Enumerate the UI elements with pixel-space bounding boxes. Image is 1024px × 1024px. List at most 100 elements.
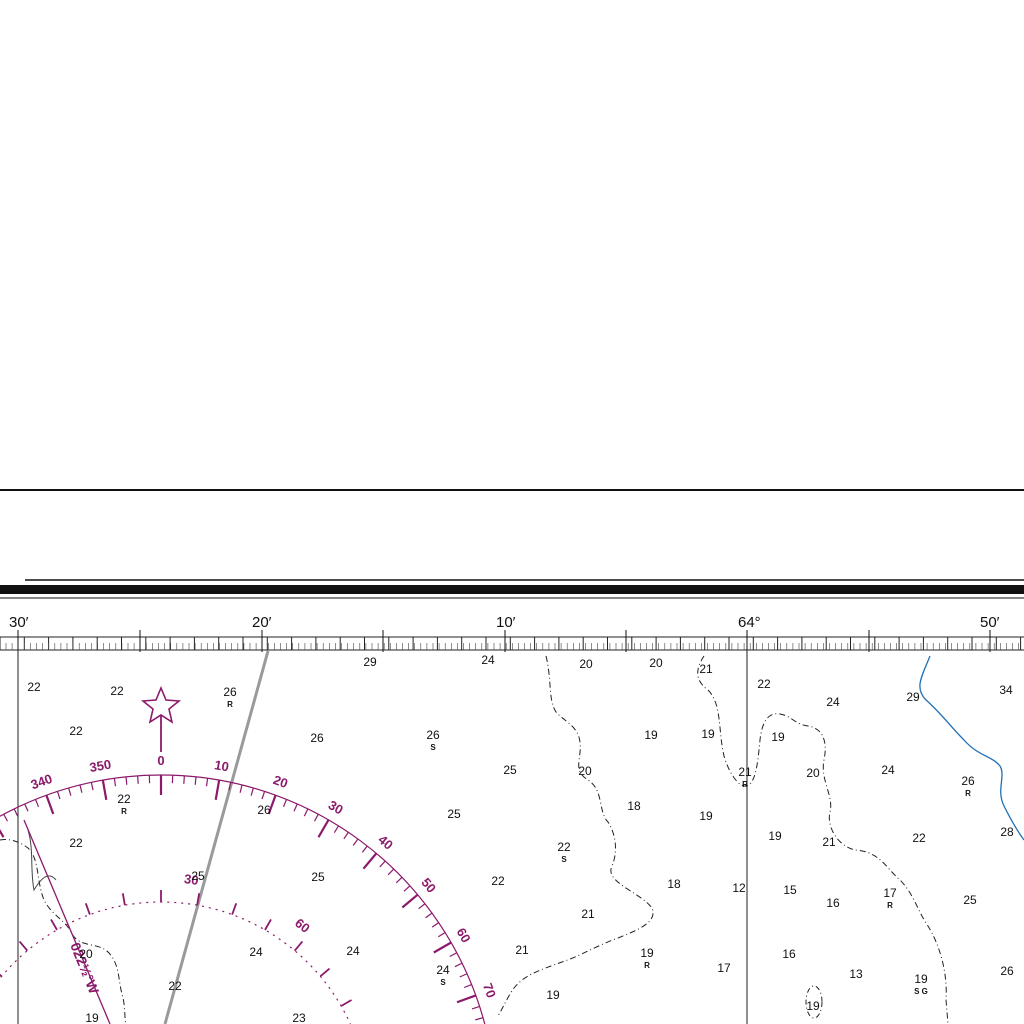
longitude-scale	[0, 630, 1024, 652]
sounding-depth: 22	[27, 680, 41, 694]
depth-contour-west	[497, 655, 654, 1017]
sounding-depth: 29	[906, 690, 920, 704]
sounding-depth: 22	[757, 677, 771, 691]
sounding: 24	[481, 653, 495, 667]
sounding-depth: 22	[557, 840, 571, 854]
sounding: 29	[906, 690, 920, 704]
sounding-depth: 19	[644, 728, 658, 742]
magenta-track-line	[23, 819, 111, 1024]
sounding-depth: 19	[640, 946, 654, 960]
sounding: 24S	[436, 963, 450, 987]
sounding: 20	[79, 947, 93, 961]
sounding-depth: 22	[117, 792, 131, 806]
sounding-depth: 24	[249, 945, 263, 959]
sounding: 26	[1000, 964, 1014, 978]
sounding: 18	[667, 877, 681, 891]
sounding: 21	[699, 662, 713, 676]
rose-label-20: 20	[271, 772, 290, 791]
sounding-depth: 19	[701, 727, 715, 741]
sounding-depth: 21	[581, 907, 595, 921]
sounding: 26	[310, 731, 324, 745]
sounding: 19S G	[914, 972, 928, 996]
sounding: 20	[806, 766, 820, 780]
sounding: 20	[578, 764, 592, 778]
sounding-depth: 26	[257, 803, 271, 817]
sounding: 19	[85, 1011, 99, 1024]
sounding: 29	[363, 655, 377, 669]
compass-rose: 340 350 0 10 20 30 40 50 60 70 30 60	[0, 685, 499, 1024]
sounding: 19	[701, 727, 715, 741]
rose-label-40: 40	[375, 832, 396, 853]
border-band-thick	[0, 585, 1024, 594]
sounding-depth: 20	[579, 657, 593, 671]
sounding-depth: 25	[311, 870, 325, 884]
sounding: 24	[249, 945, 263, 959]
sounding: 22	[69, 836, 83, 850]
sounding-depth: 20	[79, 947, 93, 961]
sounding-depth: 17	[717, 961, 731, 975]
bottom-quality: R	[227, 700, 233, 709]
sounding-depth: 21	[822, 835, 836, 849]
bottom-quality: R	[121, 807, 127, 816]
sounding: 25	[503, 763, 517, 777]
sounding: 12	[732, 881, 746, 895]
sounding-depth: 19	[771, 730, 785, 744]
sounding-depth: 22	[912, 831, 926, 845]
sounding-depth: 21	[515, 943, 529, 957]
sounding-depth: 22	[110, 684, 124, 698]
sounding-depth: 12	[732, 881, 746, 895]
sounding-depth: 25	[503, 763, 517, 777]
sounding-depth: 19	[85, 1011, 99, 1024]
sounding-depth: 25	[191, 869, 205, 883]
sounding-depth: 18	[627, 799, 641, 813]
sounding: 23	[292, 1011, 306, 1024]
sounding: 20	[579, 657, 593, 671]
bottom-quality: S G	[914, 987, 928, 996]
bottom-quality: R	[965, 789, 971, 798]
sounding-depth: 24	[346, 944, 360, 958]
depth-contour-east	[697, 655, 949, 1024]
blue-limit-line	[919, 655, 1024, 841]
sounding: 25	[191, 869, 205, 883]
longitude-label-20: 20′	[252, 614, 272, 631]
sounding: 26R	[223, 685, 237, 709]
sounding: 19	[699, 809, 713, 823]
rose-label-350: 350	[88, 757, 112, 776]
sounding: 20	[649, 656, 663, 670]
sounding: 22	[912, 831, 926, 845]
course-line	[163, 650, 270, 1024]
sounding-depth: 16	[826, 896, 840, 910]
sounding-depth: 21	[699, 662, 713, 676]
longitude-label-30: 30′	[9, 614, 29, 631]
sounding-depth: 21	[738, 765, 752, 779]
sounding: 22	[27, 680, 41, 694]
sounding: 24	[346, 944, 360, 958]
sounding-depth: 20	[578, 764, 592, 778]
sounding: 19	[768, 829, 782, 843]
shoal-contour	[805, 985, 823, 1019]
sounding: 25	[447, 807, 461, 821]
sounding: 19	[546, 988, 560, 1002]
sounding: 28	[1000, 825, 1014, 839]
sounding: 22	[110, 684, 124, 698]
magnetic-rose-label-60: 60	[292, 915, 313, 936]
sounding: 19	[806, 999, 820, 1013]
sounding-depth: 26	[426, 728, 440, 742]
longitude-label-64: 64°	[738, 614, 761, 631]
sounding-depth: 19	[914, 972, 928, 986]
rose-label-60: 60	[454, 925, 474, 945]
longitude-label-50: 50′	[980, 614, 1000, 631]
rose-label-50: 50	[418, 875, 439, 896]
sounding: 17R	[883, 886, 897, 910]
sounding-depth: 34	[999, 683, 1013, 697]
sounding-depth: 19	[768, 829, 782, 843]
sounding: 22	[168, 979, 182, 993]
depth-contour-southwest	[0, 839, 127, 1024]
sounding-depth: 22	[69, 836, 83, 850]
sounding-depth: 19	[806, 999, 820, 1013]
sounding: 21	[515, 943, 529, 957]
rose-label-10: 10	[213, 757, 230, 774]
sounding: 13	[849, 967, 863, 981]
